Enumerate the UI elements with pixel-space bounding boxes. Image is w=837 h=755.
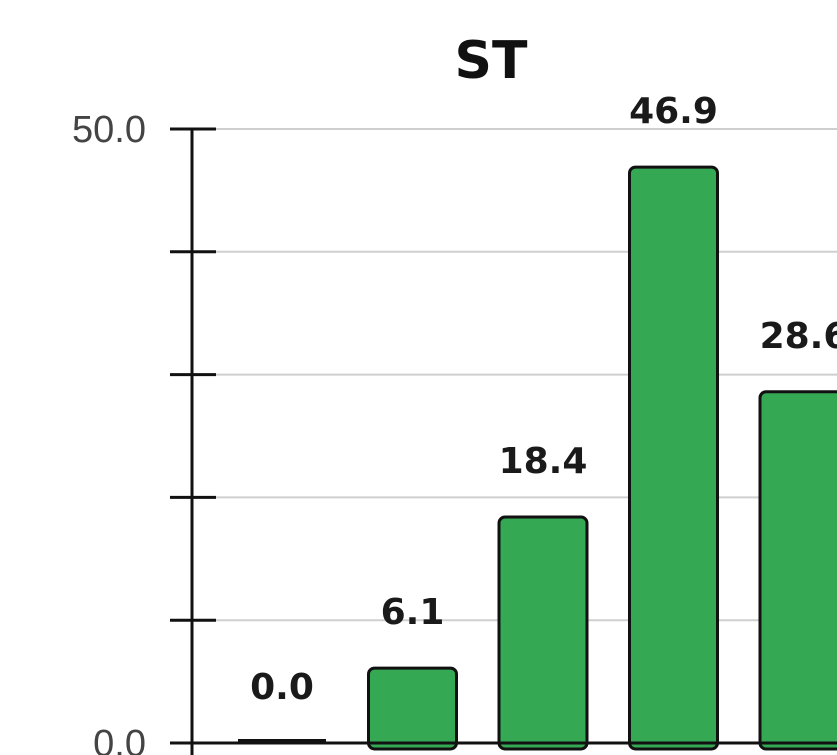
data-labels: 0.0 6.1 18.4 46.9 28.6 [250, 91, 837, 708]
data-label: 6.1 [381, 592, 445, 633]
data-label: 0.0 [250, 667, 314, 708]
gridlines [192, 128, 837, 622]
bar [238, 739, 326, 743]
data-label: 46.9 [629, 91, 718, 132]
chart-title: ST [455, 31, 528, 91]
bars [238, 165, 837, 751]
y-tick-label: 50.0 [72, 109, 146, 151]
bar [497, 515, 589, 751]
data-label: 18.4 [499, 441, 588, 482]
y-axis: 0.0 50.0 [72, 109, 837, 755]
bar [628, 165, 719, 751]
bar [367, 666, 458, 751]
bar [758, 390, 837, 751]
y-tick-label: 0.0 [93, 723, 146, 755]
data-label: 28.6 [760, 316, 837, 357]
